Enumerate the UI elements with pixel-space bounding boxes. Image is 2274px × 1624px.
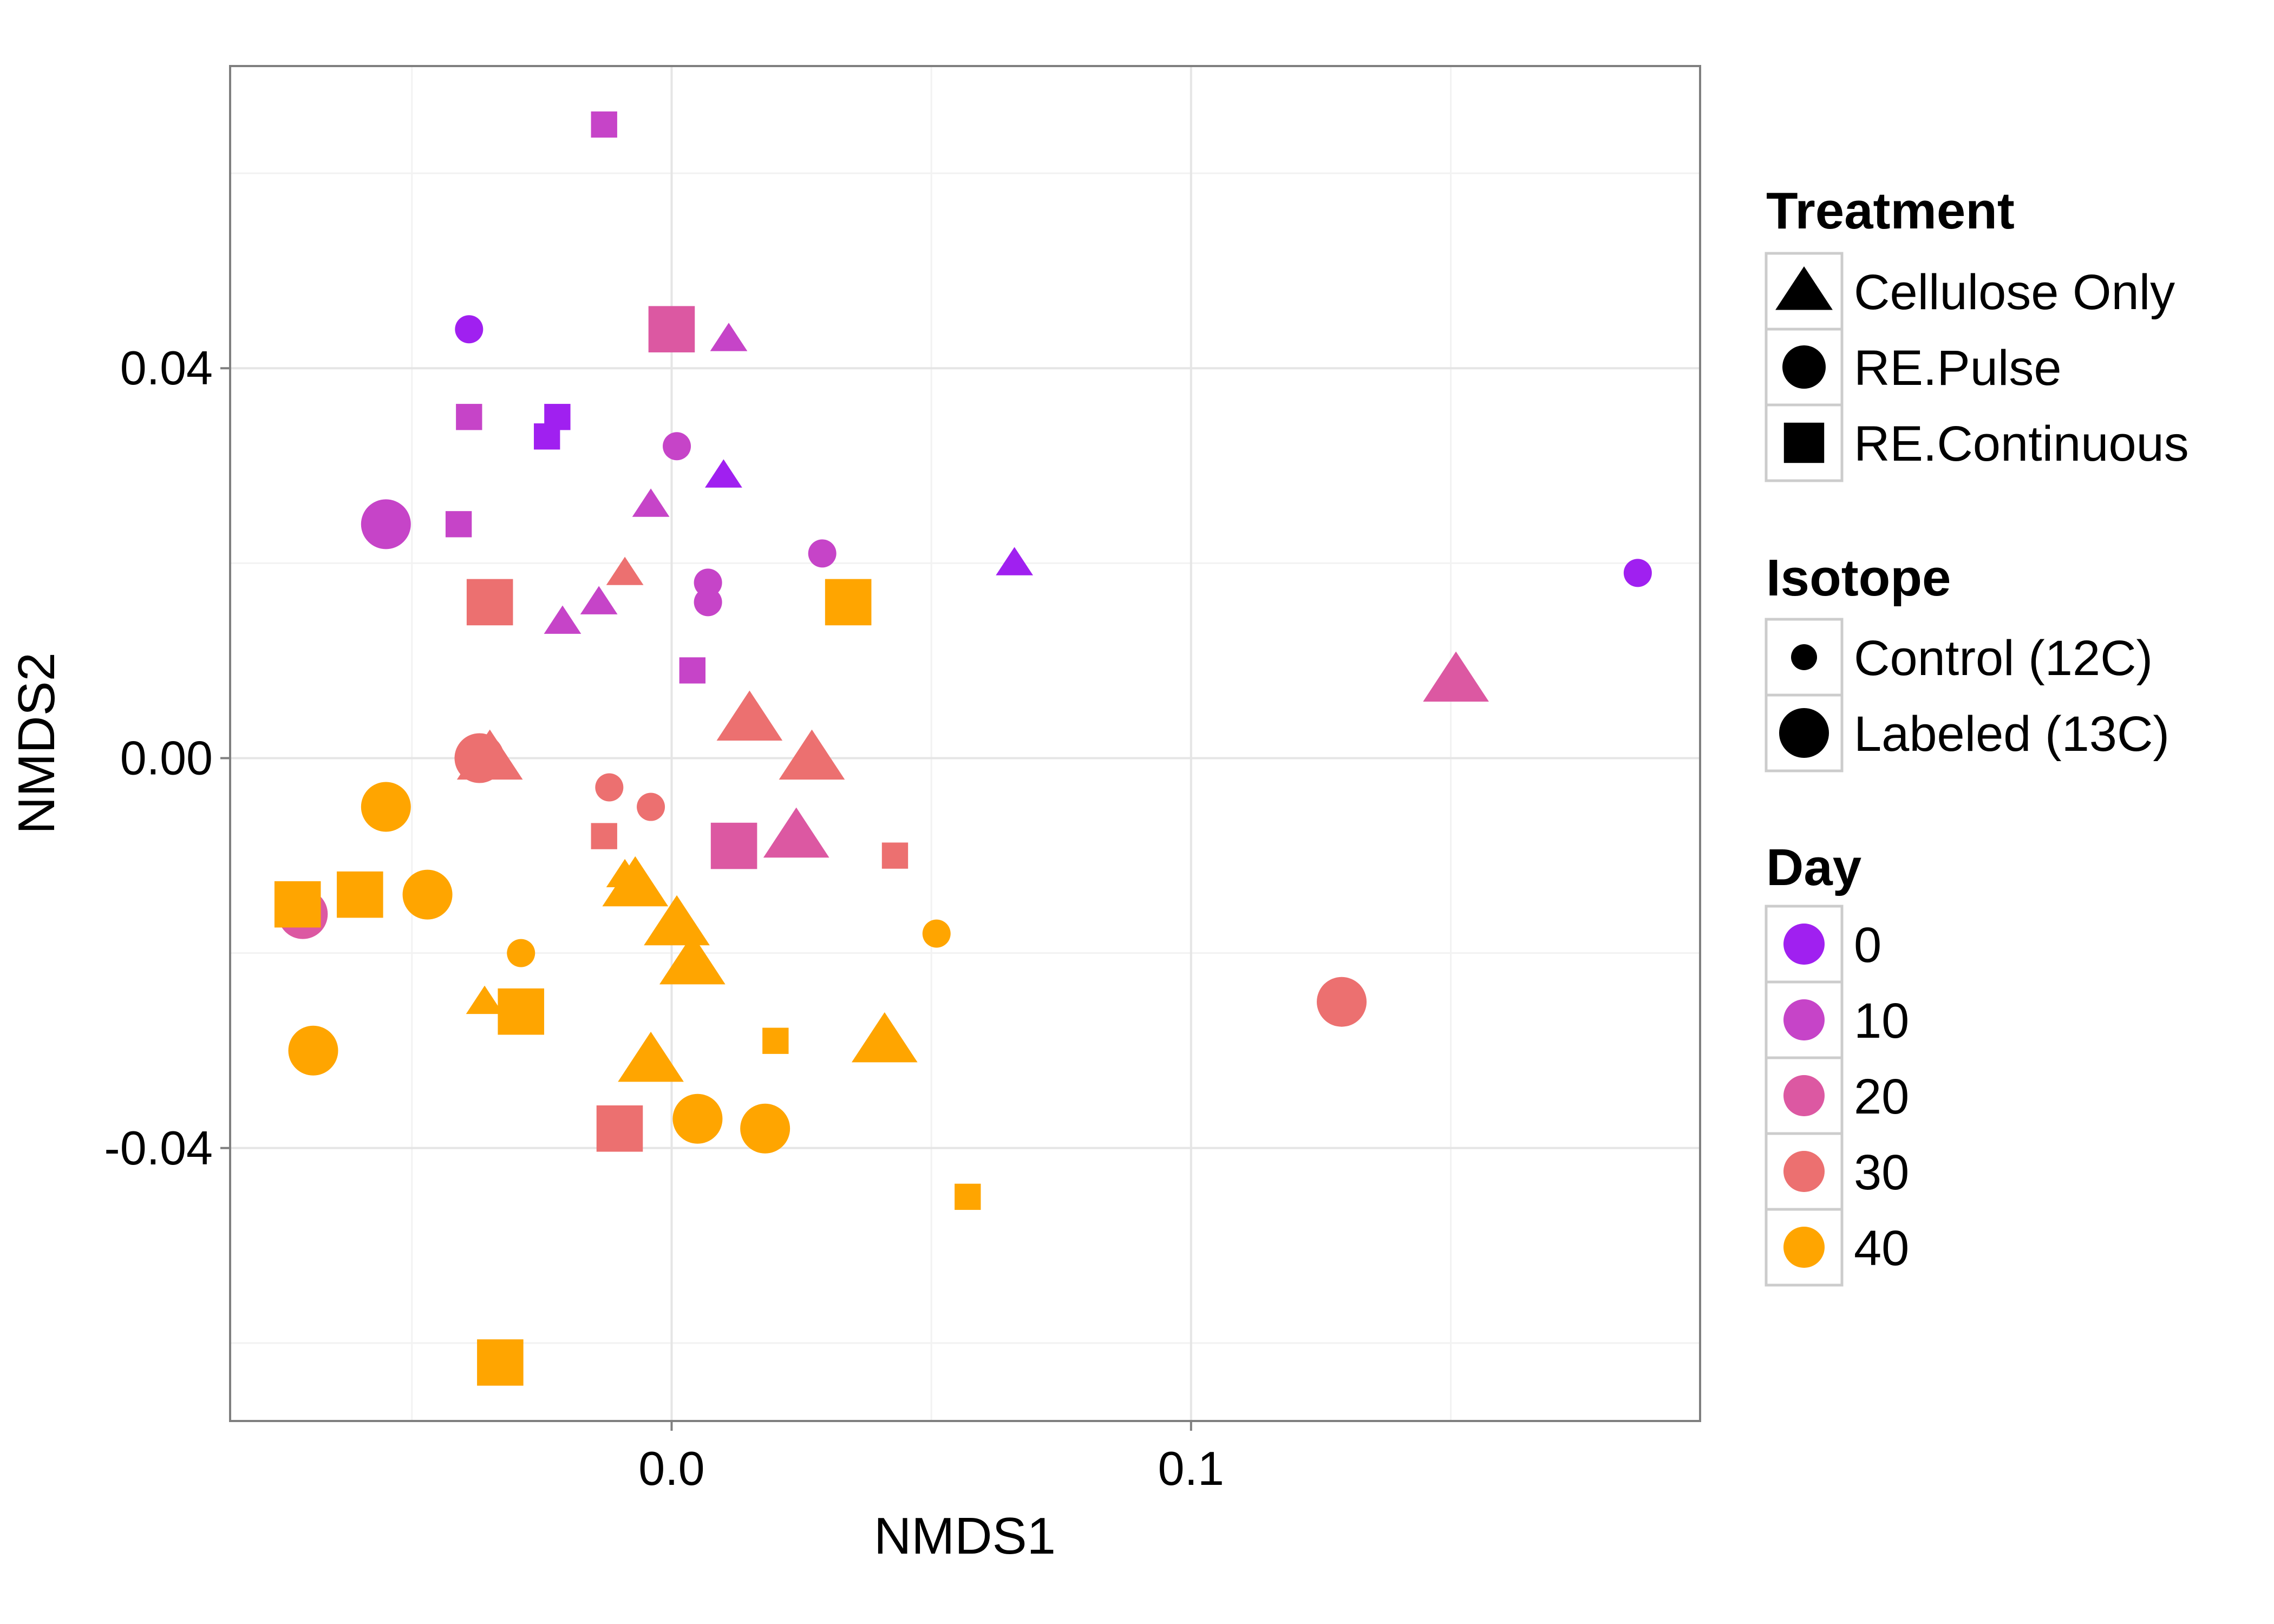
day-legend-label: 20 [1854, 1069, 1909, 1124]
circle-legend-icon [1791, 644, 1817, 670]
square-legend-icon [1783, 422, 1825, 463]
day-color-legend-icon [1783, 1227, 1825, 1268]
minor-gridlines [230, 66, 1700, 1421]
y-axis-title: NMDS2 [8, 652, 66, 834]
data-point [618, 1031, 684, 1082]
data-point [955, 1183, 981, 1210]
data-point [1623, 559, 1652, 587]
data-point [454, 733, 505, 783]
data-point [606, 556, 644, 585]
data-point [694, 568, 722, 597]
triangle-legend-icon [1775, 266, 1833, 310]
data-point [663, 432, 691, 461]
data-point [596, 1105, 643, 1152]
data-points [274, 111, 1652, 1386]
legend: Treatment Cellulose Only RE.Pulse RE.Contin… [1765, 182, 2189, 1287]
data-point [337, 871, 383, 918]
data-point [591, 111, 617, 138]
treatment-legend-label: RE.Continuous [1854, 416, 2189, 472]
treatment-legend-label: RE.Pulse [1854, 340, 2062, 396]
data-point [466, 579, 513, 626]
y-tick-label: 0.00 [120, 731, 213, 785]
treatment-legend-label: Cellulose Only [1854, 265, 2175, 320]
day-color-legend-icon [1783, 1075, 1825, 1116]
data-point [595, 773, 624, 802]
isotope-legend-label: Control (12C) [1854, 631, 2153, 686]
x-axis-ticks: 0.0 0.1 [638, 1421, 1224, 1495]
day-color-legend-icon [1783, 1151, 1825, 1192]
day-color-legend-icon [1783, 999, 1825, 1040]
data-point [637, 793, 665, 821]
day-legend-label: 30 [1854, 1145, 1909, 1200]
plot-border [229, 65, 1701, 1422]
data-point [740, 1103, 790, 1154]
data-point [361, 499, 411, 549]
isotope-legend-label: Labeled (13C) [1854, 706, 2170, 762]
circle-legend-icon [1782, 345, 1826, 389]
data-point [648, 306, 695, 352]
day-color-legend-icon [1783, 924, 1825, 965]
data-point [274, 881, 321, 928]
day-legend-label: 40 [1854, 1221, 1909, 1276]
data-point [544, 605, 581, 634]
x-axis-title: NMDS1 [874, 1507, 1056, 1565]
data-point [466, 985, 504, 1014]
data-point [705, 459, 742, 488]
data-point [679, 657, 706, 684]
data-point [762, 1027, 789, 1054]
data-point [477, 1339, 524, 1386]
data-point [498, 988, 545, 1035]
data-point [580, 586, 618, 614]
plot-panel [230, 66, 1700, 1421]
data-point [632, 488, 670, 517]
x-tick-label: 0.0 [638, 1442, 704, 1495]
x-tick-label: 0.1 [1158, 1442, 1224, 1495]
data-point [825, 579, 872, 626]
treatment-legend-title: Treatment [1766, 182, 2015, 240]
data-point [672, 1093, 723, 1144]
data-point [402, 869, 453, 920]
data-point [996, 547, 1034, 575]
day-legend-label: 10 [1854, 993, 1909, 1049]
data-point [716, 690, 783, 741]
y-axis-ticks: 0.04 0.00 -0.04 [104, 341, 230, 1175]
data-point [881, 842, 909, 869]
data-point [644, 895, 710, 946]
circle-legend-icon [1779, 708, 1829, 758]
data-point [507, 939, 535, 967]
isotope-legend-title: Isotope [1766, 549, 1951, 607]
data-point [591, 823, 617, 849]
y-tick-label: -0.04 [104, 1121, 213, 1175]
data-point [763, 807, 829, 858]
data-point [534, 423, 560, 450]
day-legend-title: Day [1766, 839, 1861, 896]
data-point [779, 729, 845, 780]
data-point [445, 511, 472, 538]
data-point [288, 1025, 338, 1076]
data-point [456, 404, 482, 430]
data-point [1423, 651, 1489, 702]
data-point [455, 315, 483, 344]
data-point [922, 919, 951, 948]
data-point [808, 539, 837, 568]
data-point [659, 934, 726, 985]
day-legend-key-box [1765, 905, 1844, 984]
data-point [1317, 977, 1367, 1027]
data-point [361, 782, 411, 832]
day-legend-label: 0 [1854, 918, 1881, 973]
data-point [710, 323, 748, 351]
y-tick-label: 0.04 [120, 341, 213, 395]
data-point [694, 588, 722, 617]
data-point [851, 1012, 918, 1063]
data-point [602, 856, 669, 907]
data-point [710, 822, 757, 869]
